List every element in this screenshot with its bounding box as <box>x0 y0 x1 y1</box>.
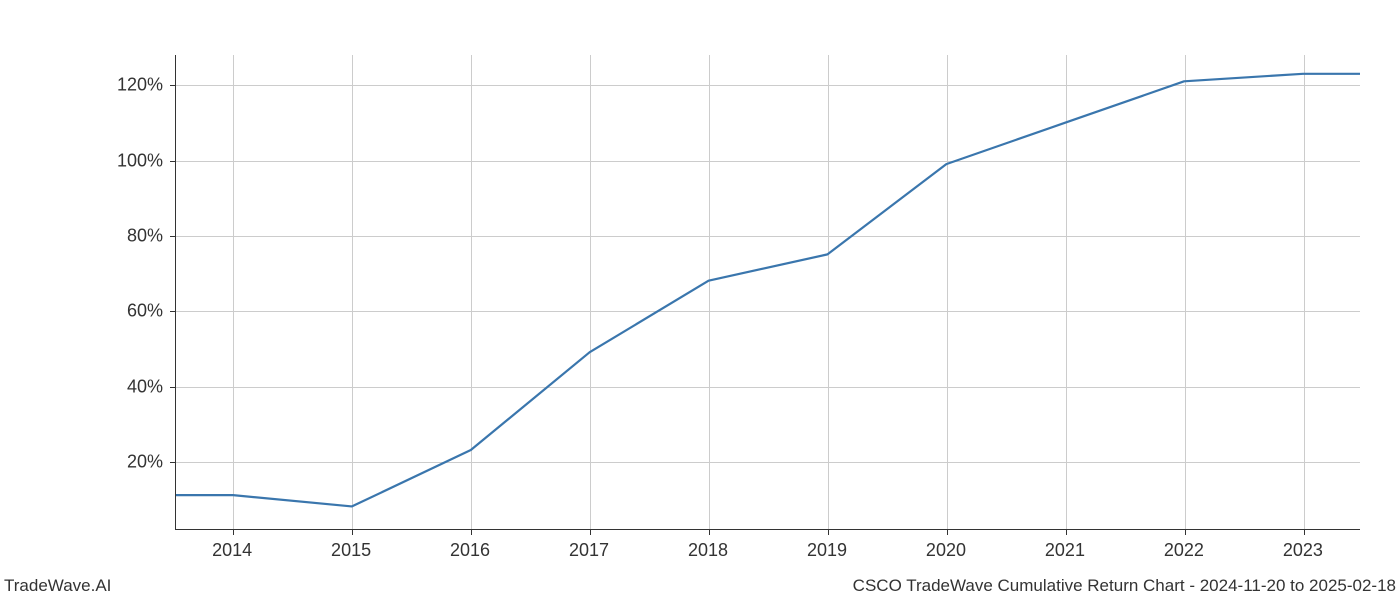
series-line <box>176 74 1360 507</box>
y-tick-label: 120% <box>117 75 163 96</box>
y-tick-label: 20% <box>127 452 163 473</box>
y-tick-label: 40% <box>127 376 163 397</box>
x-tick-label: 2020 <box>926 540 966 561</box>
x-tick-label: 2018 <box>688 540 728 561</box>
x-tick-mark <box>471 529 472 535</box>
y-tick-label: 80% <box>127 225 163 246</box>
x-tick-mark <box>1304 529 1305 535</box>
x-tick-label: 2021 <box>1045 540 1085 561</box>
x-tick-label: 2014 <box>212 540 252 561</box>
y-tick-label: 100% <box>117 150 163 171</box>
x-tick-mark <box>590 529 591 535</box>
x-tick-mark <box>709 529 710 535</box>
x-tick-mark <box>233 529 234 535</box>
x-tick-label: 2019 <box>807 540 847 561</box>
x-tick-label: 2022 <box>1164 540 1204 561</box>
footer-brand: TradeWave.AI <box>4 576 111 596</box>
x-tick-label: 2017 <box>569 540 609 561</box>
y-tick-label: 60% <box>127 301 163 322</box>
x-tick-label: 2016 <box>450 540 490 561</box>
x-tick-mark <box>1185 529 1186 535</box>
x-tick-label: 2015 <box>331 540 371 561</box>
x-tick-mark <box>828 529 829 535</box>
footer-caption: CSCO TradeWave Cumulative Return Chart -… <box>853 576 1396 596</box>
plot-area <box>175 55 1360 530</box>
chart-container: 2014201520162017201820192020202120222023… <box>175 55 1360 530</box>
x-tick-mark <box>352 529 353 535</box>
x-tick-mark <box>1066 529 1067 535</box>
x-tick-label: 2023 <box>1283 540 1323 561</box>
x-tick-mark <box>947 529 948 535</box>
line-chart-svg <box>176 55 1360 529</box>
